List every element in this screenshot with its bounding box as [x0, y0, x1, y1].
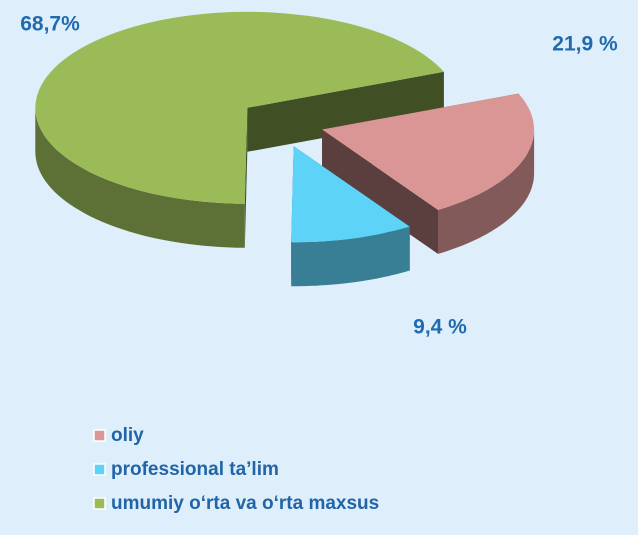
slice-side [291, 226, 410, 287]
slice-side [35, 107, 245, 248]
slice [322, 93, 535, 210]
data-label: 21,9 % [552, 33, 618, 56]
slice-wall [247, 71, 444, 152]
legend-label: professional ta’lim [111, 459, 279, 480]
data-label: 9,4 % [413, 316, 467, 339]
slice [35, 11, 444, 204]
slice-side [438, 129, 535, 254]
data-label: 68,7% [20, 13, 80, 36]
legend-swatch [93, 463, 106, 476]
slice-wall [322, 129, 438, 254]
legend-label: umumiy o‘rta va o‘rta maxsus [111, 493, 379, 514]
slice [291, 146, 410, 243]
legend-label: oliy [111, 425, 144, 446]
legend-swatch [93, 429, 106, 442]
slice-wall [244, 107, 248, 248]
legend-swatch [93, 497, 106, 510]
